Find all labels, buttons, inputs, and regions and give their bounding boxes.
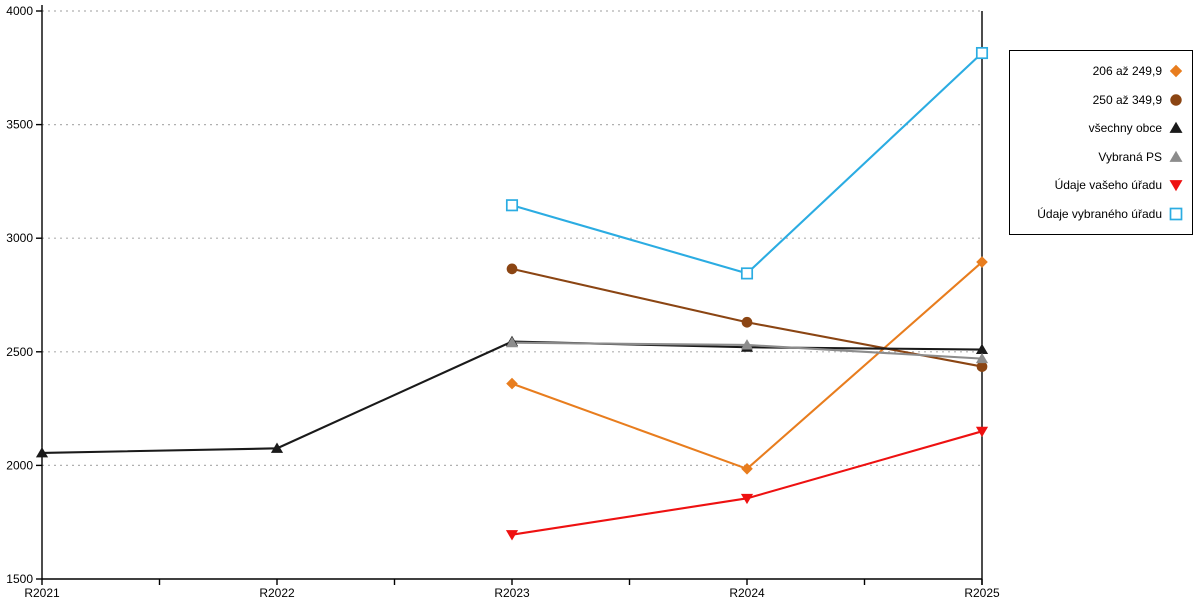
legend-item: 250 až 349,9	[1016, 86, 1184, 115]
diamond-icon	[1169, 65, 1183, 78]
y-tick-label: 2500	[6, 345, 33, 359]
x-tick-label: R2024	[729, 586, 765, 600]
triangle-down-icon	[1168, 177, 1184, 193]
triangle-up-icon	[1168, 149, 1184, 165]
legend-label: 206 až 249,9	[1092, 64, 1162, 79]
legend-item: Vybraná PS	[1016, 143, 1184, 172]
circle-icon	[1170, 94, 1182, 106]
legend: 206 až 249,9 250 až 349,9 všechny obce V…	[1009, 50, 1193, 235]
y-tick-label: 1500	[6, 572, 33, 586]
legend-marker-svg	[1169, 207, 1183, 221]
data-point-marker	[740, 339, 754, 350]
data-point-marker	[975, 352, 989, 364]
series-line	[511, 52, 983, 275]
triangle-down-icon	[1169, 180, 1183, 192]
data-point-marker	[270, 442, 284, 453]
legend-marker-svg	[1169, 65, 1183, 78]
y-tick-label: 3000	[6, 231, 33, 245]
square-open-icon	[1168, 206, 1184, 222]
square-open-icon	[1169, 207, 1183, 221]
data-point-marker	[506, 263, 518, 275]
x-tick-label: R2021	[24, 586, 60, 600]
series-line	[511, 261, 983, 470]
triangle-up-icon	[1168, 120, 1184, 136]
legend-marker-svg	[1169, 122, 1183, 134]
triangle-up-icon	[1169, 150, 1183, 162]
data-point-marker	[505, 530, 519, 541]
data-point-marker	[740, 267, 754, 280]
legend-marker-svg	[1169, 180, 1183, 192]
y-tick-label: 3500	[6, 118, 33, 132]
triangle-up-icon	[1169, 122, 1183, 134]
x-tick-label: R2022	[259, 586, 295, 600]
circle-icon	[1168, 92, 1184, 108]
legend-item: všechny obce	[1016, 114, 1184, 143]
legend-item: 206 až 249,9	[1016, 57, 1184, 86]
data-point-marker	[975, 46, 989, 60]
data-point-marker	[976, 361, 988, 372]
data-point-marker	[741, 316, 753, 328]
legend-label: Údaje vašeho úřadu	[1054, 178, 1162, 193]
legend-label: Vybraná PS	[1098, 149, 1162, 164]
data-point-marker	[975, 343, 989, 355]
legend-label: všechny obce	[1088, 121, 1162, 136]
y-tick-label: 4000	[6, 4, 33, 18]
x-tick-label: R2025	[964, 586, 1000, 600]
diamond-icon	[1168, 63, 1184, 79]
legend-label: 250 až 349,9	[1092, 92, 1162, 107]
data-point-marker	[505, 336, 519, 348]
series-line	[511, 430, 983, 536]
data-point-marker	[35, 447, 49, 458]
data-point-marker	[976, 256, 988, 268]
data-point-marker	[740, 493, 754, 505]
y-tick-label: 2000	[6, 458, 33, 472]
legend-label: Údaje vybraného úřadu	[1037, 206, 1162, 221]
legend-item: Údaje vašeho úřadu	[1016, 171, 1184, 200]
legend-item: Údaje vybraného úřadu	[1016, 200, 1184, 229]
legend-marker-svg	[1170, 94, 1182, 106]
legend-marker-svg	[1169, 150, 1183, 162]
data-point-marker	[975, 426, 989, 438]
data-point-marker	[741, 463, 753, 475]
data-point-marker	[505, 199, 519, 212]
data-point-marker	[506, 377, 518, 390]
x-tick-label: R2023	[494, 586, 530, 600]
series-line	[41, 340, 983, 454]
